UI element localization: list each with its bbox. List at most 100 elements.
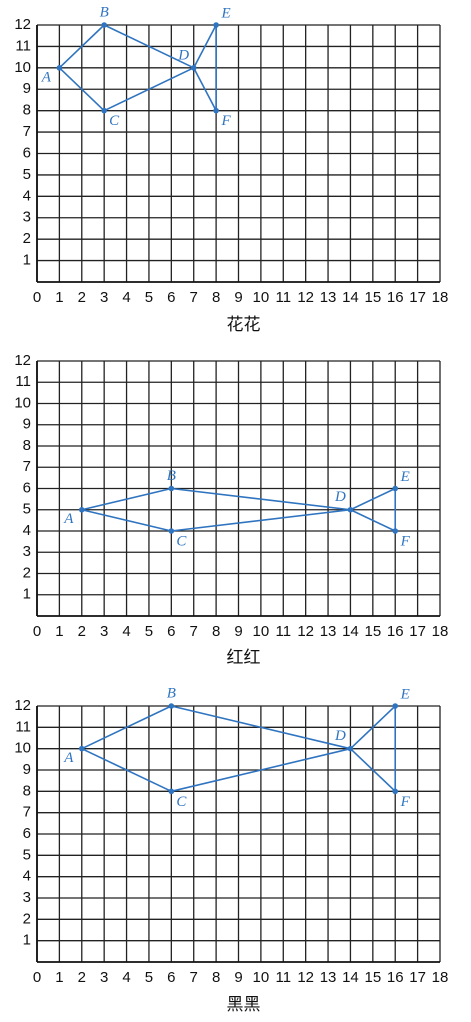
point	[392, 703, 399, 709]
y-tick-label: 3	[23, 543, 31, 560]
segment	[81, 508, 172, 532]
y-tick-label: 7	[23, 804, 31, 821]
y-tick-label: 8	[23, 102, 31, 119]
caption: 黑黑	[227, 995, 261, 1015]
segment	[171, 705, 351, 750]
x-tick-label: 7	[190, 289, 198, 306]
x-tick-label: 2	[78, 623, 86, 640]
x-tick-label: 18	[432, 289, 449, 306]
point-label: A	[63, 750, 74, 766]
segment	[81, 705, 172, 750]
y-tick-label: 10	[14, 59, 31, 76]
x-tick-label: 5	[145, 969, 153, 986]
x-tick-label: 7	[190, 969, 198, 986]
point-label: D	[334, 728, 346, 744]
y-tick-label: 12	[14, 16, 31, 33]
segment	[171, 747, 351, 793]
y-tick-label: 2	[23, 230, 31, 247]
point-label: A	[63, 511, 74, 527]
point-label: D	[334, 489, 346, 505]
y-tick-label: 12	[14, 697, 31, 714]
segment	[350, 509, 396, 532]
x-tick-label: 8	[212, 623, 220, 640]
point	[213, 22, 219, 28]
x-tick-label: 15	[364, 623, 381, 640]
x-tick-label: 12	[297, 289, 314, 306]
x-tick-label: 10	[253, 623, 270, 640]
point-label: C	[176, 533, 187, 549]
x-tick-label: 11	[275, 289, 291, 306]
segment	[193, 24, 217, 69]
x-tick-label: 6	[167, 969, 175, 986]
x-tick-label: 16	[387, 289, 404, 306]
point	[168, 788, 175, 795]
y-tick-label: 2	[23, 910, 31, 927]
segment	[193, 67, 217, 112]
y-tick-label: 9	[23, 416, 31, 433]
point-label: E	[400, 469, 410, 485]
point-label: D	[177, 47, 189, 63]
point-label: F	[400, 533, 411, 549]
y-tick-label: 3	[23, 209, 31, 226]
x-tick-label: 0	[33, 289, 41, 306]
x-tick-label: 6	[167, 623, 175, 640]
segment	[171, 487, 351, 511]
point	[168, 703, 175, 709]
y-tick-label: 9	[23, 80, 31, 97]
y-tick-label: 8	[23, 782, 31, 799]
point	[392, 485, 399, 492]
segment	[103, 67, 195, 112]
y-tick-label: 6	[23, 825, 31, 842]
segment	[349, 748, 396, 792]
x-tick-label: 3	[100, 969, 108, 986]
x-tick-label: 13	[320, 289, 337, 306]
y-tick-label: 11	[15, 37, 31, 54]
x-tick-label: 2	[78, 289, 86, 306]
x-tick-label: 18	[432, 969, 449, 986]
point	[213, 107, 219, 114]
x-tick-label: 4	[122, 289, 130, 306]
point-label: B	[167, 685, 176, 701]
x-tick-label: 16	[387, 623, 404, 640]
x-tick-label: 16	[387, 969, 404, 986]
x-tick-label: 13	[320, 969, 337, 986]
y-tick-label: 4	[23, 868, 31, 885]
y-tick-label: 12	[14, 352, 31, 369]
x-tick-label: 5	[145, 289, 153, 306]
point	[101, 22, 107, 28]
point	[56, 65, 63, 71]
x-tick-label: 3	[100, 289, 108, 306]
x-tick-label: 11	[275, 623, 291, 640]
x-tick-label: 9	[234, 289, 242, 306]
y-tick-label: 10	[14, 740, 31, 757]
x-tick-label: 17	[409, 623, 426, 640]
segment	[350, 487, 396, 511]
x-tick-label: 13	[320, 623, 337, 640]
x-tick-label: 6	[167, 289, 175, 306]
y-tick-label: 5	[23, 501, 31, 518]
segment	[349, 705, 396, 750]
x-tick-label: 17	[409, 289, 426, 306]
segment	[58, 24, 105, 69]
y-tick-label: 5	[23, 166, 31, 183]
y-tick-label: 6	[23, 144, 31, 161]
x-tick-label: 12	[297, 969, 314, 986]
caption: 红红	[227, 648, 261, 668]
y-tick-label: 2	[23, 564, 31, 581]
point-label: A	[41, 69, 52, 85]
segment	[171, 508, 351, 532]
y-tick-label: 8	[23, 437, 31, 454]
x-tick-label: 10	[253, 289, 270, 306]
x-tick-label: 14	[342, 289, 359, 306]
x-tick-label: 11	[275, 969, 291, 986]
segment	[81, 487, 172, 511]
point-label: E	[221, 5, 231, 21]
x-tick-label: 9	[234, 623, 242, 640]
point-label: B	[100, 4, 109, 20]
point	[347, 745, 354, 752]
point-label: C	[176, 794, 187, 810]
segment	[58, 67, 105, 112]
point-label: E	[400, 686, 410, 702]
point	[101, 107, 107, 114]
